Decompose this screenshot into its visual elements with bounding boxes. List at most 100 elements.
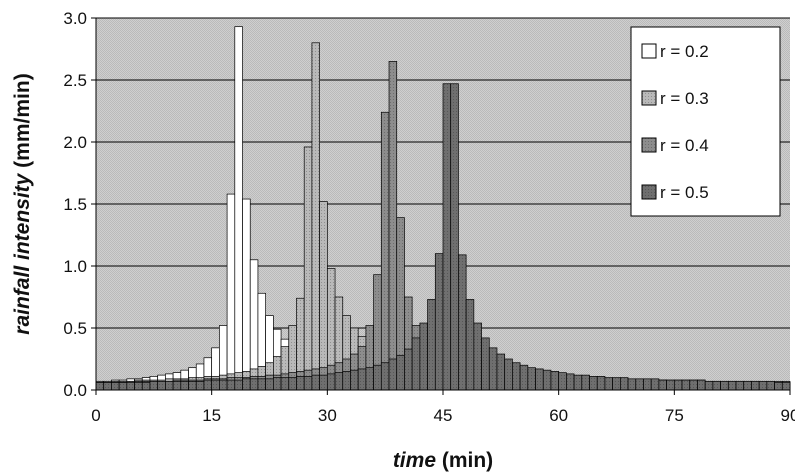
bar-texture: [273, 356, 282, 390]
bar-texture: [658, 380, 667, 390]
legend-swatch-texture: [642, 138, 656, 152]
bar-texture: [304, 146, 312, 390]
y-tick-label: 3.0: [63, 9, 87, 28]
bar: [242, 198, 251, 391]
bar-texture: [558, 372, 567, 390]
bar-texture: [520, 365, 528, 390]
bar-texture: [103, 382, 112, 390]
bar-texture: [234, 380, 243, 390]
bar-texture: [496, 354, 505, 390]
bar-texture: [473, 323, 482, 390]
bar-texture: [720, 381, 729, 390]
x-tick-label: 75: [665, 406, 684, 425]
bar-texture: [666, 380, 675, 390]
bar-texture: [219, 380, 228, 390]
bar-texture: [381, 362, 390, 390]
bar-texture: [427, 299, 436, 390]
bar-texture: [458, 254, 467, 390]
x-axis-title: time (min): [393, 449, 493, 472]
bar-texture: [157, 381, 166, 390]
bar-texture: [581, 375, 590, 390]
bar-texture: [674, 380, 683, 390]
bar-texture: [242, 378, 251, 390]
bar-texture: [358, 368, 366, 390]
x-tick-label: 45: [434, 406, 453, 425]
bar-texture: [389, 61, 397, 391]
bar-texture: [327, 373, 336, 390]
bar-texture: [188, 381, 197, 390]
bar-texture: [751, 381, 760, 390]
bar-texture: [381, 112, 390, 391]
bar-texture: [319, 375, 328, 390]
bar-texture: [481, 337, 490, 390]
bar-texture: [203, 380, 212, 390]
bar-texture: [597, 376, 605, 390]
bar-texture: [111, 382, 120, 390]
bar-texture: [311, 375, 320, 390]
bar-texture: [173, 381, 181, 390]
bar-texture: [119, 382, 127, 390]
bar-texture: [404, 297, 413, 390]
x-tick-label: 60: [549, 406, 568, 425]
legend: r = 0.2 r = 0.3 r = 0.4 r = 0.5: [630, 26, 781, 217]
bar-texture: [419, 323, 428, 390]
bar-texture: [628, 378, 636, 390]
y-ticks: 0.0 0.5 1.0 1.5 2.0 2.5 3.0: [63, 9, 96, 400]
bar-texture: [527, 367, 536, 390]
bar-texture: [466, 299, 474, 390]
bar-texture: [319, 201, 328, 390]
bar-texture: [728, 381, 737, 390]
bar-texture: [365, 367, 374, 390]
series-4-bars: [95, 83, 791, 391]
bar-texture: [450, 83, 459, 390]
bar-texture: [705, 381, 713, 390]
bar-texture: [396, 355, 405, 390]
bar-texture: [682, 380, 690, 390]
bar-texture: [373, 274, 382, 390]
bar-texture: [227, 380, 235, 390]
bar-texture: [126, 382, 135, 390]
bar-texture: [149, 381, 158, 390]
bar-texture: [373, 365, 382, 390]
bar-texture: [165, 381, 174, 390]
legend-label: r = 0.5: [660, 183, 709, 202]
bar-texture: [489, 347, 497, 390]
bar-texture: [257, 378, 266, 390]
bar-texture: [604, 377, 613, 390]
bar-texture: [512, 362, 521, 390]
bar-texture: [543, 370, 551, 390]
bar-texture: [281, 346, 289, 390]
x-tick-label: 0: [91, 406, 100, 425]
x-tick-label: 15: [202, 406, 221, 425]
bar-texture: [350, 370, 359, 390]
bar-texture: [612, 377, 621, 390]
bar-texture: [620, 377, 629, 390]
bar: [226, 193, 236, 391]
bar-texture: [311, 42, 320, 391]
legend-label: r = 0.3: [660, 89, 709, 108]
bar-texture: [296, 298, 305, 390]
y-tick-label: 0.5: [63, 319, 87, 338]
bar-texture: [342, 371, 351, 390]
bar-texture: [96, 382, 104, 390]
bars-group: [95, 26, 791, 391]
y-tick-label: 1.5: [63, 195, 87, 214]
y-tick-label: 2.0: [63, 133, 87, 152]
bar-texture: [335, 297, 343, 390]
bar-texture: [211, 380, 220, 390]
bar: [234, 26, 243, 391]
bar-texture: [196, 381, 204, 390]
bar-texture: [697, 380, 706, 390]
bar-texture: [435, 253, 443, 390]
bar-texture: [404, 349, 413, 390]
y-axis-title: rainfall intensity (mm/min): [11, 73, 34, 334]
bar-texture: [550, 371, 559, 390]
bar-texture: [396, 217, 405, 390]
bar-texture: [288, 377, 297, 390]
x-tick-label: 90: [781, 406, 795, 425]
bar-texture: [265, 378, 274, 390]
y-tick-label: 1.0: [63, 257, 87, 276]
bar-texture: [335, 372, 343, 390]
